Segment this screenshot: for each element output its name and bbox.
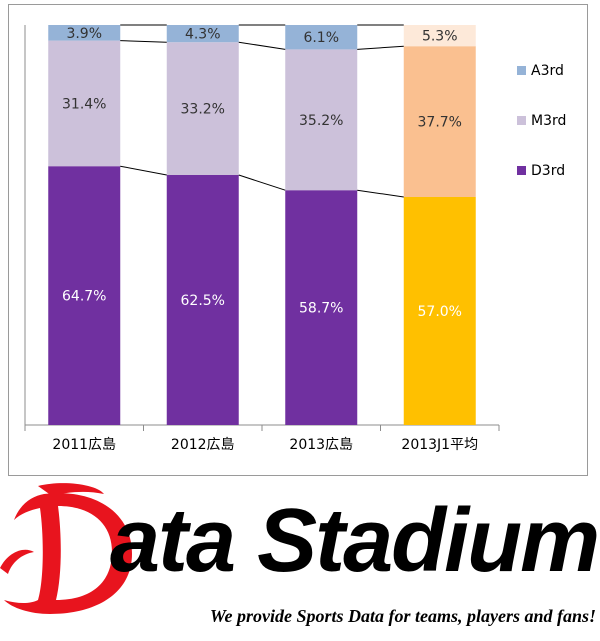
bar-segment-d3rd <box>166 175 239 425</box>
legend-label-a3rd: A3rd <box>531 63 564 79</box>
bar-segment-a3rd <box>166 25 239 43</box>
data-label: 3.9% <box>66 26 102 42</box>
bar-segment-a3rd <box>48 25 121 41</box>
connector-line <box>120 40 167 43</box>
connector-line <box>238 174 286 191</box>
x-tick-label: 2013J1平均 <box>401 437 478 453</box>
bar-segment-a3rd <box>403 25 476 47</box>
legend-label-m3rd: M3rd <box>531 113 566 129</box>
bar-segment-m3rd <box>403 46 476 198</box>
bar-segment-d3rd <box>48 166 121 425</box>
legend-label-d3rd: D3rd <box>531 163 565 179</box>
x-tick-label: 2012広島 <box>171 437 235 453</box>
x-tick-label: 2011広島 <box>52 437 116 453</box>
logo-initial-d <box>0 483 132 614</box>
data-label: 35.2% <box>299 113 343 129</box>
bar-segment-m3rd <box>48 40 121 167</box>
logo-tagline: We provide Sports Data for teams, player… <box>209 606 596 626</box>
logo-wordmark: ata Stadium <box>110 491 600 591</box>
connector-line <box>357 189 404 198</box>
connector-line <box>238 41 286 50</box>
data-label: 37.7% <box>418 115 462 131</box>
data-label: 4.3% <box>185 27 221 43</box>
connector-line <box>120 165 167 176</box>
data-label: 5.3% <box>422 29 458 45</box>
data-label: 33.2% <box>181 102 225 118</box>
stacked-bar-chart: 64.7% 31.4% 3.9% 2011広島 62.5% 33.2% 4.3% 2012広島… <box>24 24 566 453</box>
legend-swatch-d3rd <box>517 166 526 175</box>
data-label: 64.7% <box>62 289 106 305</box>
data-label: 31.4% <box>62 96 106 112</box>
data-label: 57.0% <box>418 304 462 320</box>
legend-swatch-a3rd <box>517 66 526 75</box>
chart-frame: 64.7% 31.4% 3.9% 2011広島 62.5% 33.2% 4.3% 2012広島… <box>8 4 588 476</box>
legend-swatch-m3rd <box>517 116 526 125</box>
bar-segment-m3rd <box>166 42 239 176</box>
x-tick-label: 2013広島 <box>289 437 353 453</box>
data-label: 6.1% <box>303 30 339 46</box>
data-stadium-logo <box>0 483 132 614</box>
bar-segment-d3rd <box>285 190 358 425</box>
bar-segment-d3rd <box>403 197 476 425</box>
data-label: 58.7% <box>299 301 343 317</box>
bar-segment-m3rd <box>285 49 358 191</box>
bar-segment-a3rd <box>285 25 358 50</box>
connector-line <box>357 45 404 50</box>
data-label: 62.5% <box>181 293 225 309</box>
